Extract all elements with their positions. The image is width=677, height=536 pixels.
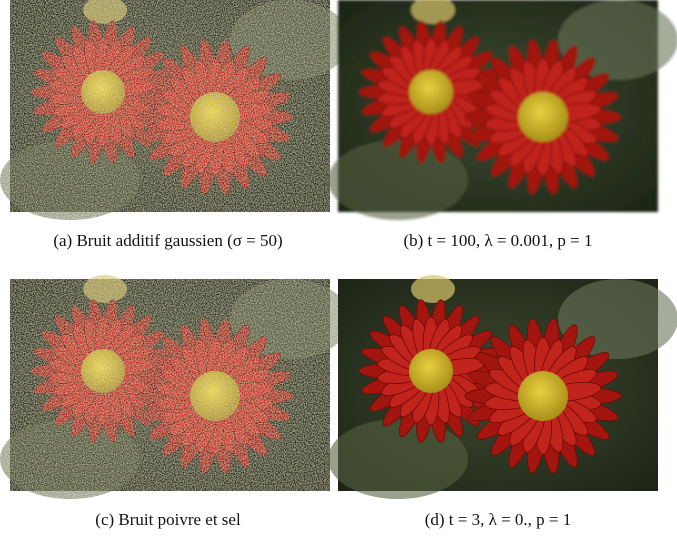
image-b	[328, 0, 677, 220]
page: (a) Bruit additif gaussien (σ = 50) (b) …	[0, 0, 677, 536]
caption: (a) Bruit additif gaussien (σ = 50)	[53, 231, 282, 250]
caption: (c) Bruit poivre et sel	[95, 510, 241, 529]
caption: (b) t = 100, λ = 0.001, p = 1	[403, 231, 592, 250]
image-c	[0, 275, 350, 499]
caption: (d) t = 3, λ = 0., p = 1	[425, 510, 572, 529]
image-d	[328, 275, 677, 499]
figure: (a) Bruit additif gaussien (σ = 50) (b) …	[0, 0, 677, 536]
image-a	[0, 0, 350, 220]
